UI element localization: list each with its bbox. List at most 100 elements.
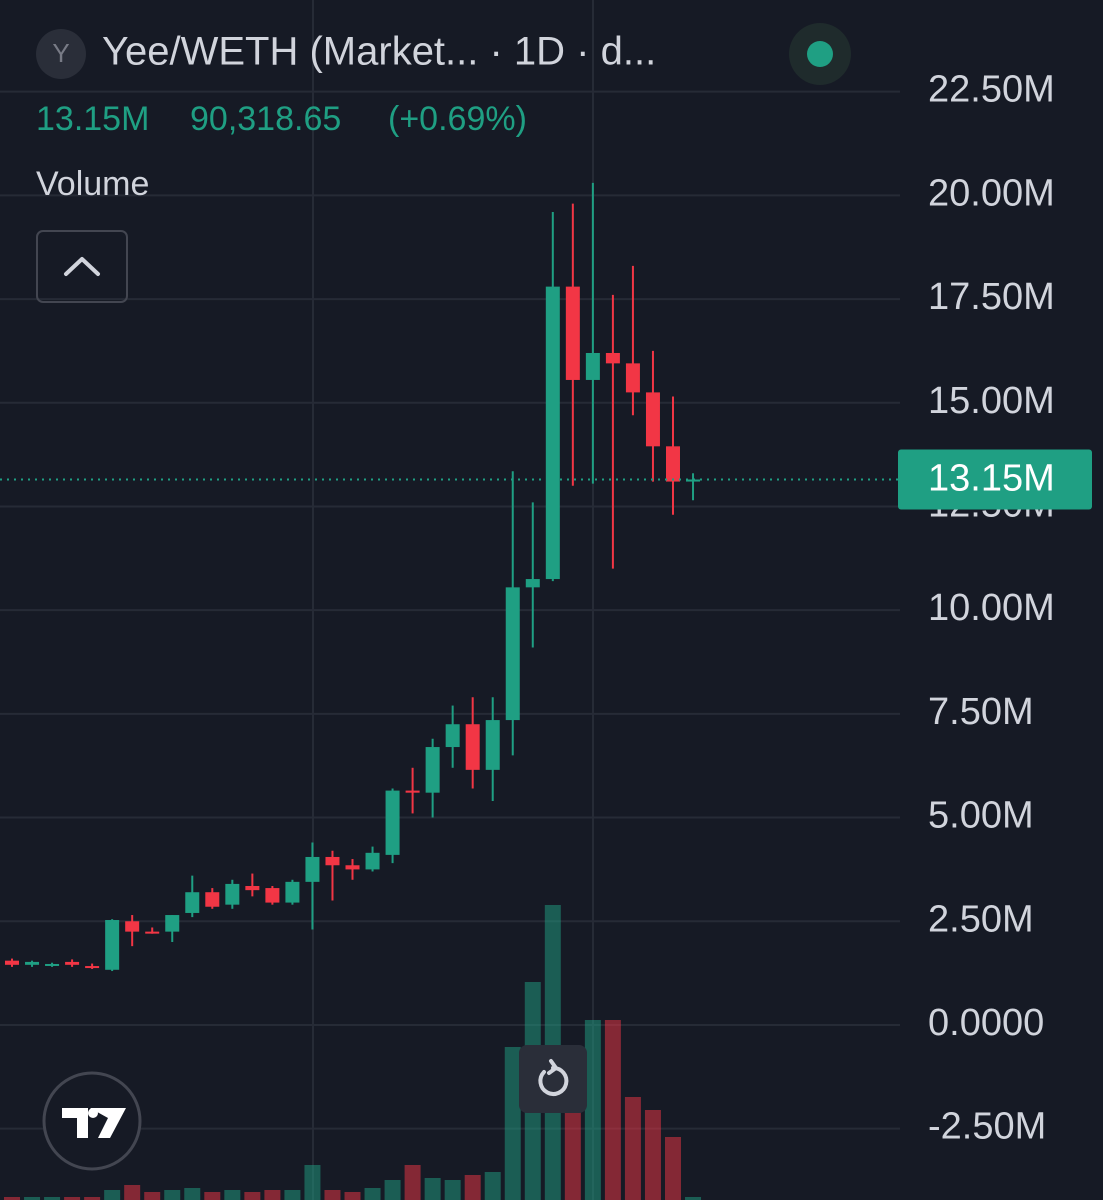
volume-bar — [324, 1190, 341, 1200]
candle-body — [445, 724, 460, 748]
volume-bar — [624, 1097, 641, 1200]
candle-body — [165, 915, 180, 932]
candle-body — [465, 724, 480, 770]
volume-bar — [164, 1190, 181, 1200]
candle-body — [65, 961, 80, 965]
candle-body — [645, 392, 660, 447]
candle-body — [85, 966, 100, 969]
volume-bar — [64, 1197, 81, 1200]
candle-body — [345, 865, 360, 870]
candle-body — [545, 286, 560, 580]
candle-body — [305, 856, 320, 882]
volume-bar — [24, 1197, 41, 1200]
header: Y Yee/WETH (Market... · 1D · d... 13.15M… — [36, 23, 851, 303]
candle-body — [225, 883, 240, 905]
volume-bar — [384, 1180, 401, 1200]
volume-bar — [284, 1190, 301, 1200]
reset-button-bg — [519, 1045, 587, 1113]
volume-bar — [644, 1110, 661, 1200]
candle-body — [145, 931, 160, 934]
candle-body — [525, 579, 540, 588]
candle-body — [605, 352, 620, 364]
reset-icon — [538, 1065, 569, 1096]
candle-body — [625, 363, 640, 393]
candle-body — [325, 856, 340, 866]
symbol-icon — [36, 29, 86, 79]
volume-bar — [104, 1190, 121, 1200]
tradingview-logo[interactable] — [42, 1071, 142, 1171]
volume-bar — [424, 1178, 441, 1200]
volume-bar — [44, 1197, 61, 1200]
volume-bar — [4, 1197, 20, 1200]
status-dot — [807, 41, 833, 67]
candle-body — [265, 888, 280, 903]
volume-bar — [564, 1110, 581, 1200]
last-price-label: 13.15M — [928, 458, 1055, 500]
reset-button[interactable] — [519, 1045, 587, 1113]
volume-bar — [184, 1188, 201, 1200]
candle-body — [125, 921, 140, 932]
volume-bar — [224, 1190, 241, 1200]
volume-bar — [244, 1192, 261, 1200]
legend-change: 90,318.65 — [190, 100, 341, 138]
volume-bar — [264, 1190, 281, 1200]
logo-dot — [88, 1108, 98, 1118]
volume-bar — [584, 1020, 601, 1200]
candle-body — [385, 790, 400, 855]
volume-bar — [144, 1192, 161, 1200]
candle-body — [245, 886, 260, 891]
candle-body — [425, 747, 440, 793]
volume-bar — [664, 1137, 681, 1200]
volume-bar — [204, 1192, 221, 1200]
candle-body — [25, 961, 40, 965]
volume-bar — [504, 1047, 521, 1200]
y-tick-label: 7.50M — [928, 691, 1034, 733]
volume-bar — [464, 1175, 481, 1200]
legend-change-pct: (+0.69%) — [388, 100, 527, 138]
candle-body — [285, 881, 300, 903]
volume-label: Volume — [36, 165, 149, 203]
candle-body — [105, 920, 120, 970]
candle-body — [5, 960, 19, 965]
candle-body — [205, 892, 220, 907]
volume-bar — [304, 1165, 321, 1200]
last-price-box — [898, 449, 1092, 510]
volume-bar — [344, 1192, 361, 1200]
candle-body — [365, 852, 380, 870]
y-tick-label: 2.50M — [928, 898, 1034, 940]
y-tick-label: 5.00M — [928, 795, 1034, 837]
reset-icon-arrow — [547, 1059, 558, 1075]
volume-bar — [484, 1172, 501, 1200]
y-tick-label: 17.50M — [928, 276, 1055, 318]
chart-title: Yee/WETH (Market... · 1D · d... — [102, 30, 656, 74]
symbol-icon-letter: Y — [52, 38, 69, 68]
volume-bar — [404, 1165, 421, 1200]
candle-body — [45, 963, 60, 966]
y-tick-label: 20.00M — [928, 172, 1055, 214]
candle-body — [585, 352, 600, 380]
volume-bar — [124, 1185, 141, 1200]
candle-body — [565, 286, 580, 380]
volume-bar — [685, 1197, 702, 1200]
volume-bar — [604, 1020, 621, 1200]
logo-circle — [42, 1071, 142, 1171]
candle-body — [686, 479, 701, 482]
volume-bar — [444, 1180, 461, 1200]
candles — [5, 182, 701, 972]
grid — [0, 90, 900, 1130]
chevron-up-icon — [64, 257, 100, 276]
candle-body — [405, 790, 420, 793]
y-tick-label: -2.50M — [928, 1106, 1046, 1148]
candle-body — [485, 720, 500, 770]
collapse-button[interactable] — [36, 230, 128, 303]
y-tick-label: 15.00M — [928, 380, 1055, 422]
volume-bar — [364, 1188, 381, 1200]
y-tick-label: 22.50M — [928, 69, 1055, 111]
volume-bar — [84, 1197, 101, 1200]
candle-body — [185, 892, 200, 913]
y-tick-label: 0.0000 — [928, 1002, 1044, 1044]
logo-mark — [62, 1108, 126, 1138]
y-tick-label: 10.00M — [928, 587, 1055, 629]
